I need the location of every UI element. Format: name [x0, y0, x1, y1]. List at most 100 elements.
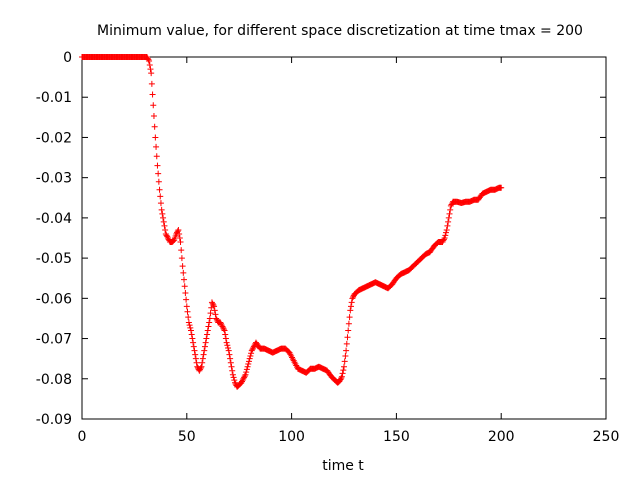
data-point-marker — [225, 344, 232, 351]
data-point-marker — [179, 263, 186, 270]
data-point-marker — [245, 358, 252, 365]
data-point-marker — [163, 232, 170, 239]
data-point-marker — [186, 322, 193, 329]
data-point-marker — [242, 371, 249, 378]
data-point-marker — [201, 343, 208, 350]
y-tick-label: 0 — [63, 50, 72, 66]
data-point-marker — [192, 355, 199, 362]
data-point-marker — [441, 235, 448, 241]
data-point-marker — [241, 374, 248, 381]
data-point-marker — [183, 303, 190, 310]
data-point-marker — [208, 299, 215, 306]
data-point-marker — [347, 307, 354, 314]
data-point-marker — [439, 239, 446, 246]
data-point-marker — [249, 346, 256, 353]
data-point-marker — [148, 80, 155, 87]
data-point-marker — [193, 359, 200, 366]
data-point-marker — [199, 359, 206, 366]
data-point-marker — [156, 186, 163, 193]
data-point-marker — [440, 236, 447, 243]
data-point-marker — [185, 319, 192, 326]
data-point-marker — [170, 237, 177, 244]
data-point-marker — [220, 326, 227, 333]
data-point-marker — [445, 214, 452, 221]
data-point-marker — [444, 222, 451, 229]
data-point-marker — [199, 355, 206, 362]
data-point-marker — [212, 311, 219, 318]
x-tick-label: 0 — [78, 429, 87, 445]
data-point-marker — [226, 351, 233, 358]
data-point-marker — [183, 296, 190, 303]
data-point-marker — [218, 322, 225, 329]
data-point-marker — [231, 377, 238, 384]
data-point-marker — [343, 347, 350, 354]
data-point-marker — [188, 331, 195, 338]
data-point-marker — [225, 347, 232, 354]
data-point-marker — [201, 347, 208, 354]
data-point-marker — [148, 70, 155, 77]
data-point-marker — [240, 375, 247, 382]
data-point-marker — [146, 58, 153, 65]
data-point-marker — [440, 237, 447, 244]
data-point-marker — [210, 302, 217, 309]
data-point-marker — [181, 276, 188, 283]
data-point-marker — [207, 310, 214, 317]
data-point-marker — [340, 367, 347, 374]
data-point-marker — [197, 365, 204, 372]
data-point-marker — [346, 314, 353, 321]
data-point-marker — [164, 233, 171, 240]
data-point-marker — [146, 62, 153, 69]
data-point-marker — [176, 235, 183, 241]
data-point-marker — [154, 162, 161, 169]
data-point-marker — [343, 340, 350, 347]
x-axis-label: time t — [322, 458, 364, 474]
data-point-marker — [164, 235, 171, 241]
data-point-marker — [190, 343, 197, 350]
data-point-marker — [187, 327, 194, 334]
y-tick-label: -0.04 — [36, 211, 72, 227]
data-point-marker — [342, 352, 349, 359]
data-point-marker — [150, 102, 157, 109]
plot-frame — [81, 56, 607, 420]
data-point-marker — [180, 269, 187, 276]
data-point-marker — [336, 377, 343, 384]
data-point-marker — [230, 374, 237, 381]
data-point-marker — [178, 255, 185, 262]
data-point-marker — [176, 230, 183, 237]
data-point-marker — [206, 319, 213, 326]
data-point-marker — [337, 376, 344, 383]
y-tick-label: -0.03 — [36, 171, 72, 187]
data-point-marker — [349, 295, 356, 302]
data-point-marker — [200, 351, 207, 358]
data-point-marker — [229, 371, 236, 378]
data-point-marker — [169, 238, 176, 245]
y-tick-label: -0.05 — [36, 251, 72, 267]
data-point-marker — [345, 320, 352, 327]
data-point-marker — [447, 202, 454, 209]
data-point-marker — [338, 373, 345, 380]
data-point-marker — [174, 228, 181, 235]
data-point-marker — [243, 369, 250, 376]
data-point-marker — [175, 226, 182, 233]
data-point-marker — [347, 303, 354, 310]
data-point-marker — [238, 379, 245, 386]
data-point-marker — [218, 320, 225, 327]
data-point-marker — [445, 218, 452, 225]
data-point-marker — [498, 184, 505, 191]
data-point-marker — [147, 66, 154, 73]
data-point-marker — [157, 193, 164, 200]
y-tick-label: -0.06 — [36, 291, 72, 307]
data-point-marker — [144, 55, 151, 62]
data-point-marker — [344, 334, 351, 341]
data-point-marker — [155, 178, 162, 185]
data-point-marker — [443, 229, 450, 236]
data-point-marker — [341, 363, 347, 370]
y-tick-label: -0.07 — [36, 332, 72, 348]
data-point-marker — [248, 350, 255, 357]
data-point-marker — [243, 366, 250, 373]
data-point-marker — [160, 218, 167, 225]
data-point-marker — [211, 307, 218, 314]
data-point-marker — [245, 361, 252, 368]
data-point-marker — [205, 323, 212, 330]
